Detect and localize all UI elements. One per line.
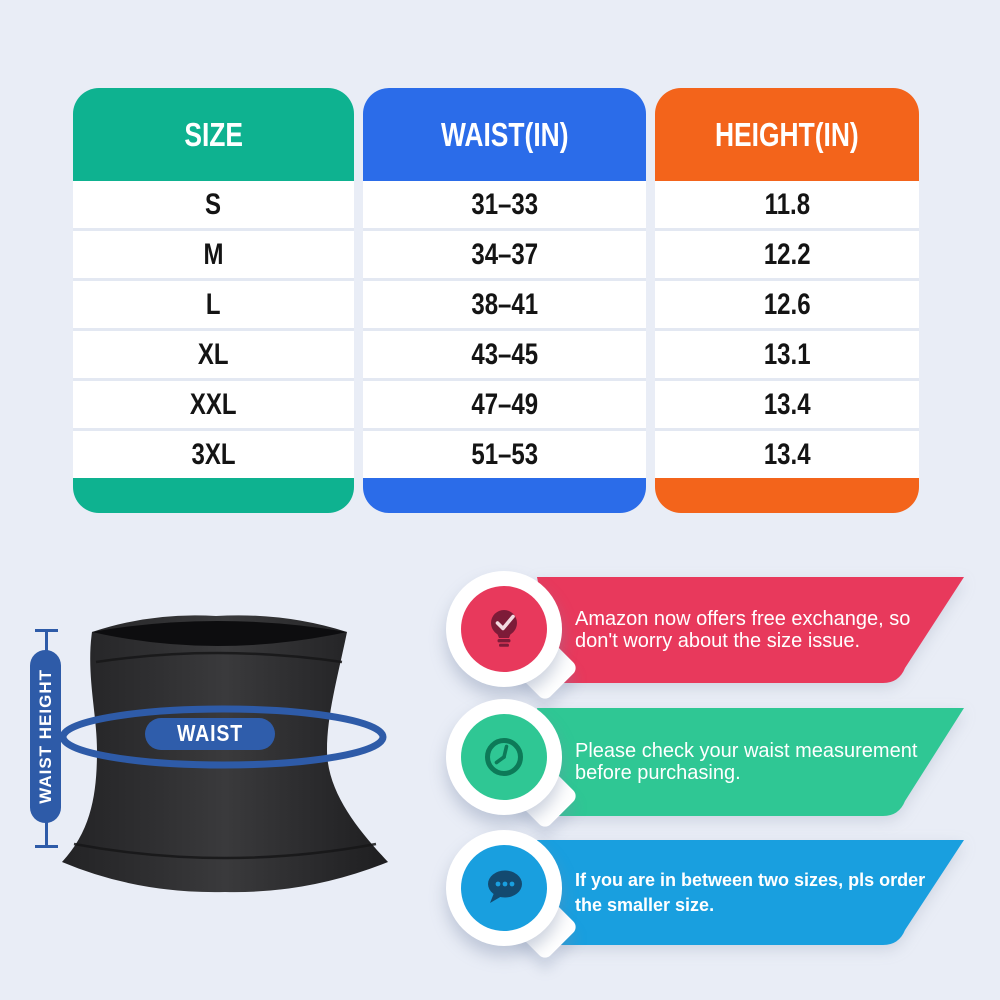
waist-trainer-illustration: WAIST bbox=[59, 615, 388, 893]
height-column: HEIGHT(IN) 11.8 12.2 12.6 13.1 13.4 13.4 bbox=[655, 88, 919, 513]
size-cell: S bbox=[73, 181, 354, 228]
height-measure-bottom-cap bbox=[35, 845, 58, 848]
height-header-label: HEIGHT(IN) bbox=[715, 115, 859, 153]
garment-bottom-seam bbox=[73, 842, 377, 860]
waist-header-label: WAIST(IN) bbox=[440, 115, 569, 153]
waist-height-pill: WAIST HEIGHT bbox=[30, 650, 61, 823]
waist-cell: 31–33 bbox=[363, 181, 646, 228]
waist-cell: 43–45 bbox=[363, 328, 646, 378]
size-column-header: SIZE bbox=[73, 88, 354, 181]
callout-free-exchange: Amazon now offers free exchange, so don'… bbox=[537, 577, 967, 683]
blue-banner-ribbon bbox=[537, 840, 964, 945]
size-cell: L bbox=[73, 278, 354, 328]
size-column: SIZE S M L XL XXL 3XL bbox=[73, 88, 354, 513]
height-cell: 12.6 bbox=[655, 278, 919, 328]
callout-free-exchange-text: Amazon now offers free exchange, so don'… bbox=[575, 608, 911, 652]
waist-column: WAIST(IN) 31–33 34–37 38–41 43–45 47–49 … bbox=[363, 88, 646, 513]
size-cell: XXL bbox=[73, 378, 354, 428]
height-cell: 13.4 bbox=[655, 378, 919, 428]
garment-top-seam bbox=[95, 651, 343, 664]
waist-cell: 38–41 bbox=[363, 278, 646, 328]
waist-label: WAIST bbox=[177, 721, 243, 747]
garment-opening bbox=[92, 621, 347, 646]
waist-cell: 34–37 bbox=[363, 228, 646, 278]
size-column-footer bbox=[73, 478, 354, 513]
callout-check-measurement: Please check your waist measurement befo… bbox=[537, 708, 967, 816]
callout-between-sizes: If you are in between two sizes, pls ord… bbox=[537, 840, 967, 945]
waist-cell: 51–53 bbox=[363, 428, 646, 478]
height-cell: 11.8 bbox=[655, 181, 919, 228]
green-banner-ribbon bbox=[537, 708, 964, 816]
garment-body bbox=[62, 615, 388, 893]
waist-column-footer bbox=[363, 478, 646, 513]
callout-between-sizes-text: If you are in between two sizes, pls ord… bbox=[575, 869, 926, 915]
height-cell: 13.1 bbox=[655, 328, 919, 378]
waist-label-pill bbox=[145, 718, 275, 750]
waist-column-header: WAIST(IN) bbox=[363, 88, 646, 181]
size-cell: 3XL bbox=[73, 428, 354, 478]
chat-icon bbox=[488, 870, 522, 903]
waist-height-label: WAIST HEIGHT bbox=[35, 669, 55, 804]
height-cell: 12.2 bbox=[655, 228, 919, 278]
clock-icon bbox=[485, 738, 523, 776]
size-cell: M bbox=[73, 228, 354, 278]
callout-check-measurement-text: Please check your waist measurement befo… bbox=[575, 740, 918, 784]
height-measure-top-cap bbox=[35, 629, 58, 632]
red-banner-ribbon bbox=[537, 577, 964, 683]
height-column-header: HEIGHT(IN) bbox=[655, 88, 919, 181]
waist-cell: 47–49 bbox=[363, 378, 646, 428]
height-cell: 13.4 bbox=[655, 428, 919, 478]
size-header-label: SIZE bbox=[184, 115, 243, 153]
height-column-footer bbox=[655, 478, 919, 513]
size-cell: XL bbox=[73, 328, 354, 378]
waist-measure-ring bbox=[59, 705, 387, 769]
lightbulb-check-icon bbox=[491, 610, 517, 647]
